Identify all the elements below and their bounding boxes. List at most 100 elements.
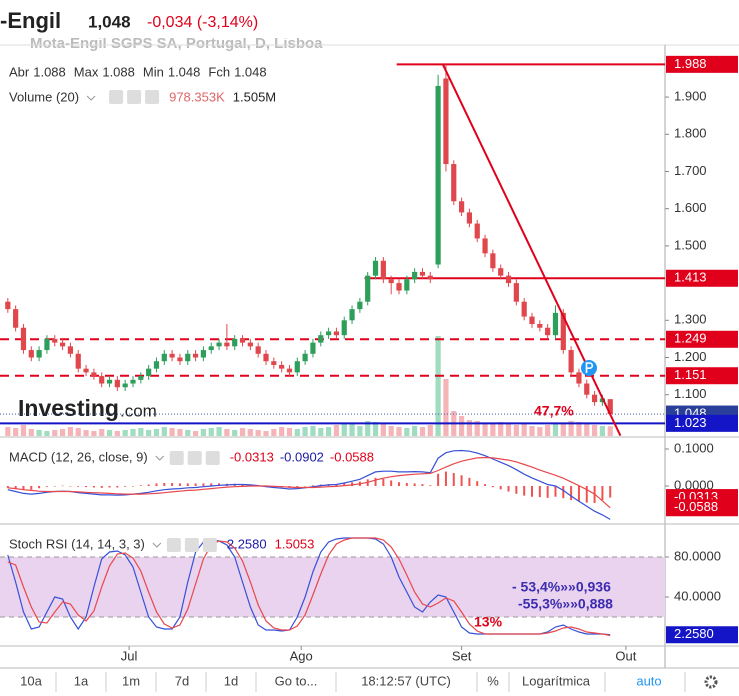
candle-body	[91, 372, 97, 377]
volume-bar	[146, 430, 152, 436]
volume-bar	[529, 426, 535, 436]
candle-body	[576, 372, 582, 384]
price-level-label: 1.413	[674, 270, 707, 285]
dropdown-icon[interactable]	[155, 455, 165, 461]
x-tick-label: Out	[615, 648, 636, 663]
legend-icon[interactable]	[205, 451, 220, 465]
volume-bar	[106, 430, 113, 436]
histogram-bar	[155, 483, 158, 486]
histogram-bar	[186, 483, 189, 486]
y-tick-label: 40.0000	[674, 588, 721, 603]
dropdown-icon[interactable]	[86, 95, 96, 101]
histogram-bar	[484, 484, 487, 486]
candle-body	[239, 338, 246, 343]
legend-icon[interactable]	[109, 90, 124, 104]
histogram-bar	[311, 485, 314, 486]
trend-line	[441, 63, 622, 436]
annotation: - 53,4%»»0,936	[512, 579, 611, 595]
candle-body	[20, 327, 27, 351]
legend-value: 1.5053	[275, 536, 315, 551]
legend-icon[interactable]	[145, 90, 160, 104]
candle-body	[349, 309, 355, 321]
legend-icon[interactable]	[127, 90, 142, 104]
legend-value: 1.088	[102, 64, 135, 79]
histogram-bar	[296, 485, 299, 488]
candle-body	[294, 361, 300, 373]
toolbar-button[interactable]: Logarítmica	[522, 673, 591, 688]
candle-body	[216, 342, 222, 347]
histogram-bar	[45, 485, 48, 487]
legend-icon[interactable]	[202, 538, 217, 552]
price-level-label: 1.151	[674, 367, 707, 382]
candle-body	[341, 320, 347, 336]
volume-bar	[59, 429, 66, 436]
histogram-bar	[163, 483, 166, 486]
histogram-bar	[437, 473, 440, 486]
volume-bar	[568, 421, 574, 436]
histogram-bar	[108, 485, 111, 488]
candle-body	[325, 331, 332, 336]
annotation: -55,3%»»0,888	[518, 596, 613, 612]
panel-title: MACD (12, 26, close, 9)	[9, 449, 148, 464]
histogram-bar	[61, 485, 64, 487]
candle-body	[560, 312, 566, 351]
toolbar-button[interactable]: Go to...	[275, 673, 318, 688]
histogram-bar	[22, 485, 25, 490]
toolbar-button[interactable]: 1d	[224, 673, 238, 688]
candle-body	[192, 353, 199, 358]
histogram-bar	[562, 485, 565, 499]
volume-bar	[318, 428, 324, 436]
legend-value: 1.048	[168, 64, 201, 79]
dropdown-icon[interactable]	[152, 542, 162, 548]
toolbar-button[interactable]: 1a	[74, 673, 89, 688]
volume-value: 978.353K	[169, 89, 225, 104]
volume-value: 1.505M	[233, 89, 276, 104]
candle-body	[153, 361, 160, 369]
volume-bar	[99, 429, 105, 436]
toolbar-button[interactable]: 10a	[20, 673, 42, 688]
volume-bar	[75, 428, 81, 436]
volume-bar	[584, 424, 590, 436]
histogram-bar	[538, 485, 541, 498]
candle-body	[232, 338, 238, 347]
candle-body	[419, 271, 426, 276]
legend-icon[interactable]	[166, 538, 181, 552]
legend-icon[interactable]	[187, 451, 202, 465]
annotation: 13%	[474, 614, 503, 630]
volume-bar	[435, 336, 441, 436]
toolbar-button[interactable]: auto	[636, 673, 661, 688]
candle-body	[5, 301, 11, 310]
indicator-line	[7, 456, 611, 509]
last-value-label: 2.2580	[674, 626, 714, 641]
symbol-title: Mota-Engil SGPS SA, Portugal, D, Lisboa	[30, 35, 323, 52]
logo-suffix: .com	[120, 401, 157, 420]
legend-icon[interactable]	[169, 451, 184, 465]
histogram-bar	[124, 485, 127, 487]
histogram-bar	[531, 485, 533, 497]
price: 1,048	[88, 12, 131, 31]
candle-body	[568, 350, 574, 373]
candle-body	[28, 350, 34, 358]
toolbar-button[interactable]: 7d	[175, 673, 189, 688]
histogram-bar	[577, 485, 580, 502]
candle-body	[114, 379, 120, 388]
toolbar-button[interactable]: 18:12:57 (UTC)	[361, 673, 451, 688]
settings-icon[interactable]	[704, 675, 718, 689]
toolbar-button[interactable]: 1m	[122, 673, 140, 688]
candle-body	[552, 312, 559, 336]
candle-body	[357, 301, 363, 310]
volume-bar	[412, 426, 418, 436]
panel-title: Stoch RSI (14, 14, 3, 3)	[9, 536, 145, 551]
x-tick-label: Ago	[290, 648, 313, 663]
legend-icon[interactable]	[184, 538, 199, 552]
header-bg	[0, 0, 739, 38]
legend-value: -0.0588	[330, 449, 374, 464]
candle-body	[263, 353, 269, 362]
volume-bar	[255, 430, 261, 436]
volume-bar	[333, 425, 340, 436]
histogram-bar	[570, 485, 573, 501]
volume-bar	[185, 430, 191, 436]
price-level-label: 1.988	[674, 56, 707, 71]
toolbar-button[interactable]: %	[487, 673, 499, 688]
